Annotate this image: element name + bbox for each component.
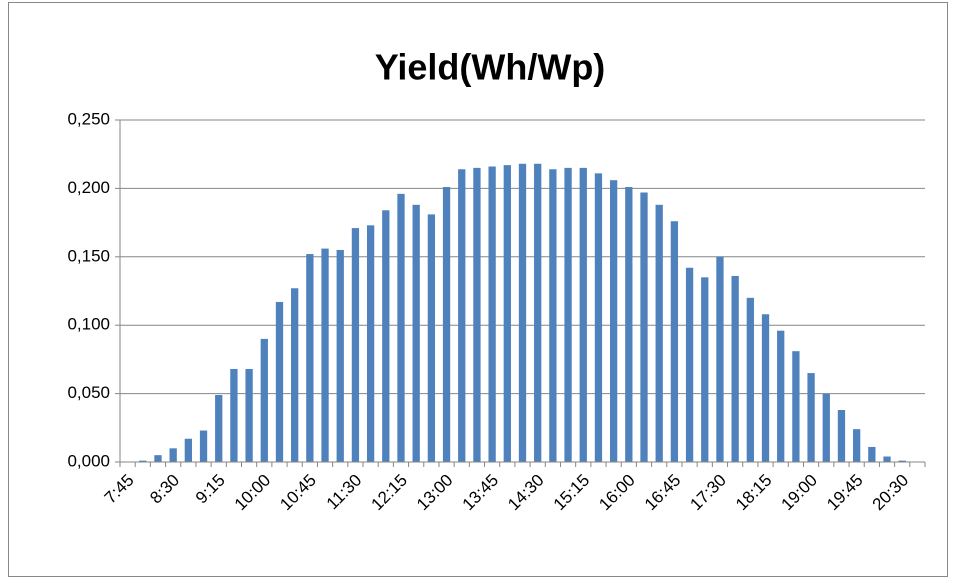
bar: [169, 448, 177, 462]
bar: [351, 228, 360, 462]
bar: [807, 373, 815, 462]
bar: [230, 368, 238, 462]
bar: [321, 248, 329, 462]
bar: [701, 277, 709, 462]
bar: [412, 204, 420, 463]
bar: [427, 214, 436, 462]
y-tick-label: 0,150: [67, 246, 110, 265]
bar: [366, 225, 375, 462]
bar: [670, 221, 679, 462]
bar: [503, 165, 511, 463]
bar: [564, 167, 572, 462]
bar: [442, 187, 451, 463]
bar: [609, 180, 618, 462]
bar: [640, 192, 648, 462]
bar: [731, 275, 739, 462]
bar: [898, 460, 906, 462]
bar: [215, 394, 223, 462]
bar: [199, 430, 208, 462]
bar: [716, 256, 724, 462]
bar: [883, 456, 891, 462]
bar: [139, 460, 147, 462]
bar: [549, 169, 557, 463]
bar: [853, 429, 861, 462]
bar: [382, 210, 390, 462]
bar: [275, 301, 284, 462]
y-tick-label: 0,050: [67, 383, 110, 402]
bar: [291, 288, 299, 462]
bar: [488, 166, 496, 462]
chart-title: Yield(Wh/Wp): [375, 47, 606, 88]
y-tick-label: 0,200: [67, 178, 110, 197]
bar: [534, 163, 542, 462]
bar: [655, 204, 663, 463]
bar: [336, 249, 344, 462]
bar: [579, 167, 587, 462]
bar: [245, 368, 253, 462]
bar: [154, 455, 162, 462]
bar: [868, 446, 876, 462]
bar: [184, 438, 192, 462]
bar: [397, 193, 405, 462]
bar: [777, 330, 785, 462]
bar: [746, 297, 754, 462]
y-tick-label: 0,250: [67, 109, 110, 128]
bar: [260, 338, 268, 462]
bar: [625, 187, 633, 463]
bar: [761, 314, 770, 462]
bar: [685, 267, 694, 462]
bar: [837, 410, 846, 462]
bar: [518, 163, 527, 462]
bar: [458, 169, 466, 463]
bar: [306, 254, 314, 462]
bar: [473, 167, 481, 462]
y-tick-label: 0,000: [67, 451, 110, 470]
bar: [792, 351, 800, 462]
bar: [822, 393, 830, 462]
y-tick-label: 0,100: [67, 315, 110, 334]
bar: [594, 173, 603, 463]
